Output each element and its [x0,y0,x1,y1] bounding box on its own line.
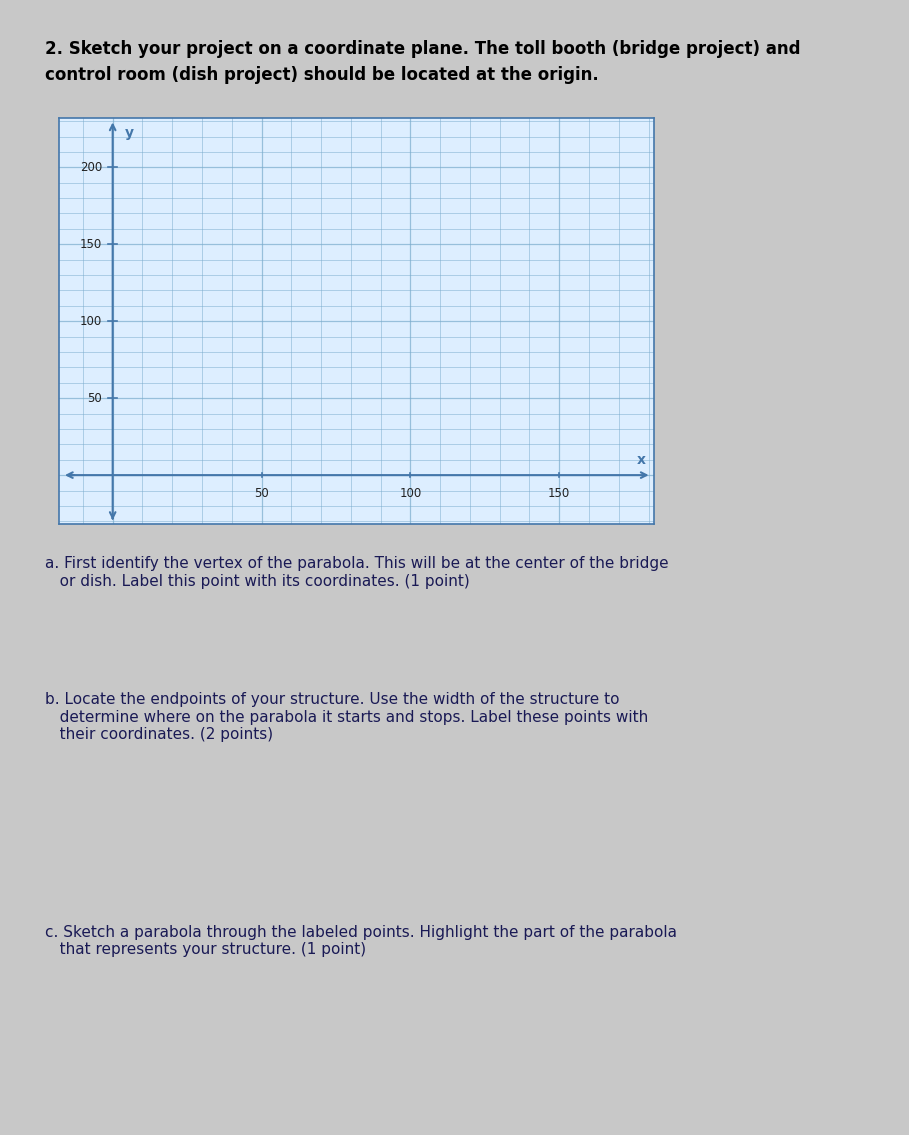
Text: 150: 150 [548,487,570,501]
Text: control room (dish project) should be located at the origin.: control room (dish project) should be lo… [45,66,599,84]
Text: 200: 200 [80,161,102,174]
Text: c. Sketch a parabola through the labeled points. Highlight the part of the parab: c. Sketch a parabola through the labeled… [45,925,677,958]
Text: y: y [125,126,134,140]
Text: 150: 150 [80,237,102,251]
Text: 100: 100 [399,487,422,501]
Text: a. First identify the vertex of the parabola. This will be at the center of the : a. First identify the vertex of the para… [45,556,669,589]
Text: x: x [636,453,645,468]
Text: 50: 50 [255,487,269,501]
Text: b. Locate the endpoints of your structure. Use the width of the structure to
   : b. Locate the endpoints of your structur… [45,692,649,742]
Text: 2. Sketch your project on a coordinate plane. The toll booth (bridge project) an: 2. Sketch your project on a coordinate p… [45,40,801,58]
Text: 50: 50 [87,392,102,405]
Text: 100: 100 [80,314,102,328]
